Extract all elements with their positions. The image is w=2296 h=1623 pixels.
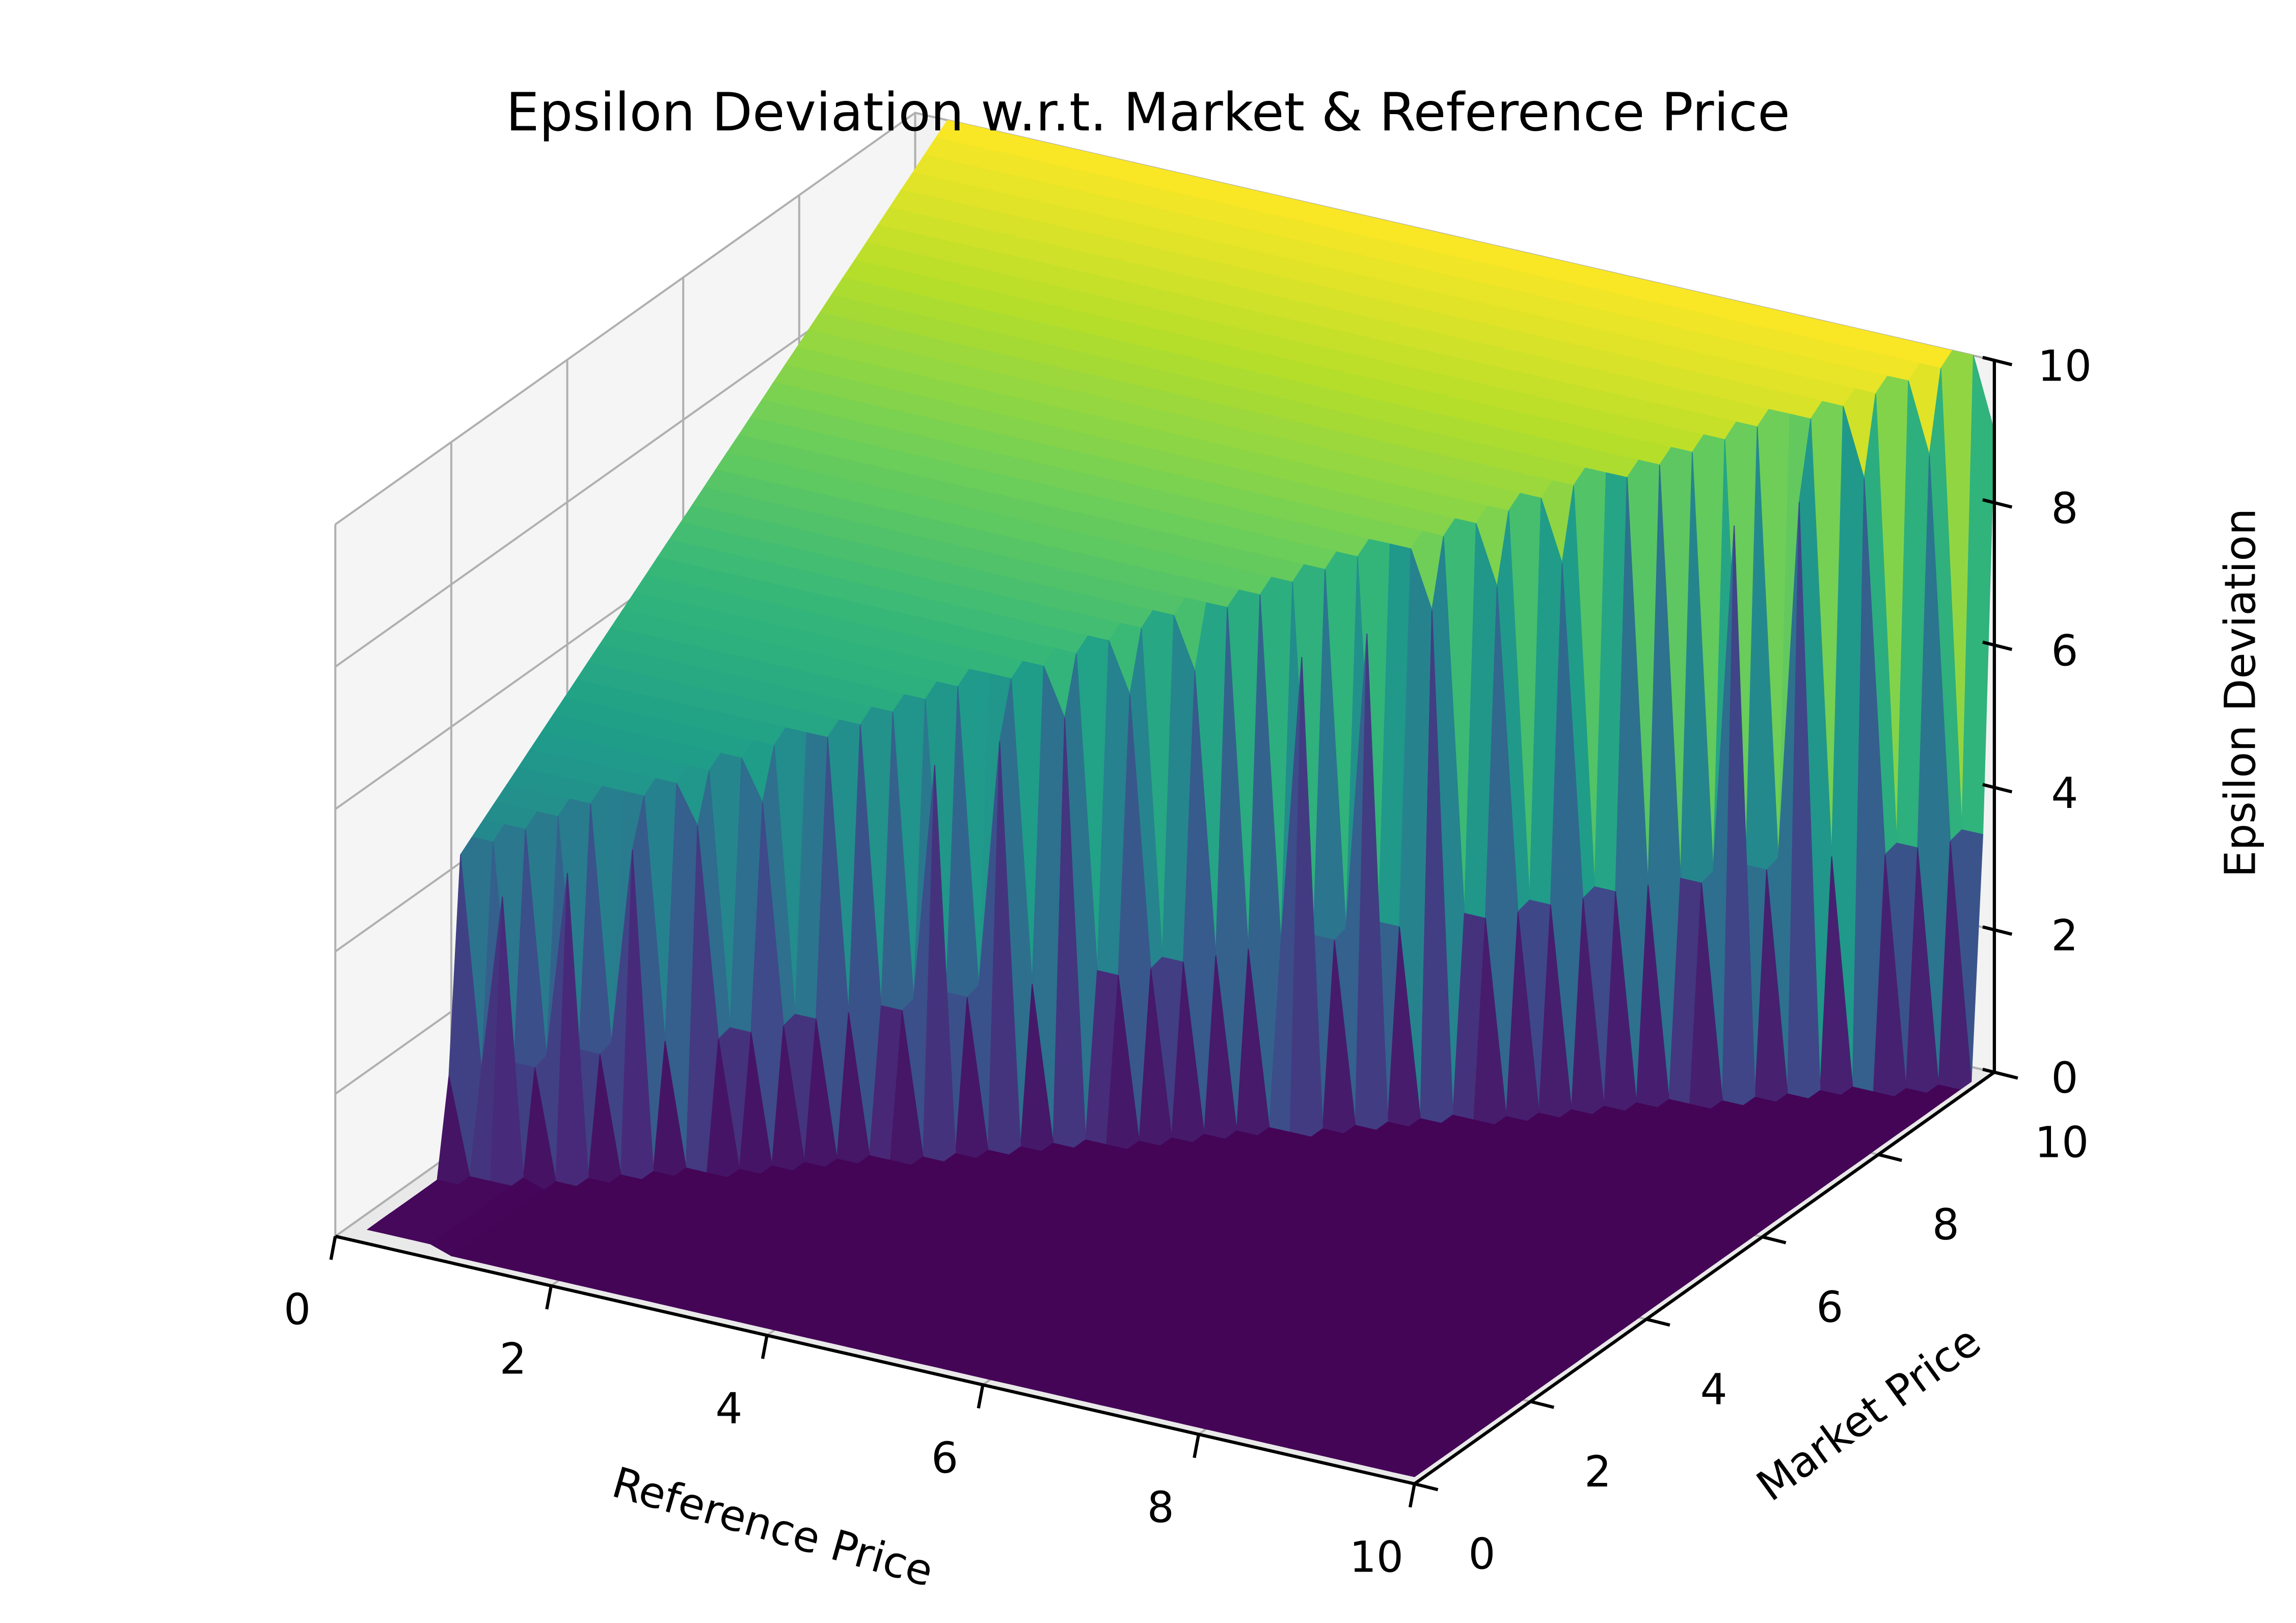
z-tick [1982,640,2013,652]
y-tick-labels: 0 2 4 6 8 10 [1468,1118,2089,1579]
z-tick-label: 2 [2051,911,2078,961]
y-tick [1414,1482,1439,1492]
y-tick-label: 6 [1816,1283,1843,1332]
data-surface [366,120,1995,1477]
y-axis-label: Market Price [1748,1316,1990,1511]
chart-title: Epsilon Deviation w.r.t. Market & Refere… [506,82,1790,143]
z-tick [1982,925,2013,936]
x-tick-label: 8 [1147,1483,1174,1532]
y-tick-label: 0 [1468,1530,1495,1579]
z-tick-label: 6 [2051,627,2078,676]
surface-patch [1392,1463,1427,1477]
z-tick-labels: 0 2 4 6 8 10 [2038,342,2092,1103]
x-tick [1193,1434,1201,1458]
z-tick [1982,1068,2013,1078]
x-tick-label: 10 [1349,1532,1403,1582]
x-tick-label: 4 [715,1384,742,1433]
x-tick [761,1335,769,1359]
x-tick [545,1285,553,1310]
x-axis-label: Reference Price [607,1457,938,1596]
y-tick-label: 2 [1584,1447,1611,1497]
z-tick-label: 4 [2051,769,2078,818]
y-axis-line [1413,1071,1995,1485]
y-tick-label: 4 [1700,1365,1727,1414]
z-axis-label: Epsilon Deviation [2216,508,2265,878]
x-tick-labels: 0 2 4 6 8 10 [284,1285,1403,1582]
x-tick-label: 0 [284,1285,311,1334]
y-tick [1878,1153,1902,1162]
x-tick [329,1236,337,1260]
x-axis-line [335,1234,1415,1485]
y-tick-label: 10 [2035,1118,2089,1168]
z-tick-label: 10 [2038,342,2092,391]
axis-lines [329,356,2018,1508]
z-tick [1982,783,2013,794]
y-tick [1762,1235,1787,1245]
z-tick-label: 0 [2051,1053,2078,1103]
x-tick [977,1384,985,1409]
y-tick [1530,1400,1555,1409]
x-tick-label: 6 [931,1433,958,1483]
y-tick [1646,1317,1670,1327]
y-tick-label: 8 [1932,1200,1959,1250]
x-tick-label: 2 [500,1335,527,1384]
z-tick [1982,498,2013,509]
z-tick [1982,356,2013,367]
z-tick-label: 8 [2051,484,2078,533]
x-tick [1408,1483,1416,1508]
